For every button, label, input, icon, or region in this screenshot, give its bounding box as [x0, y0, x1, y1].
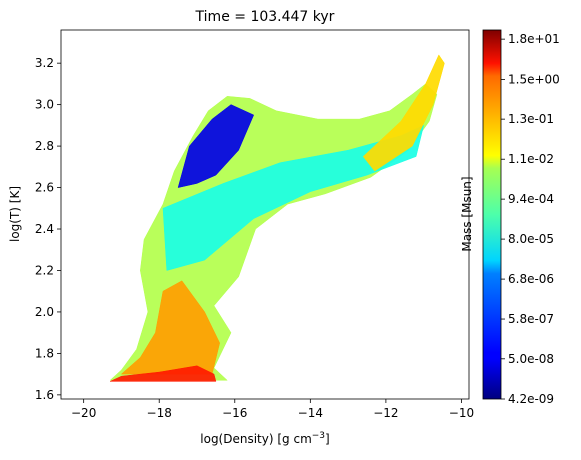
heatmap-region-cool-upper-left	[177, 104, 255, 188]
y-tick-label: 3.0	[35, 98, 54, 112]
colorbar	[482, 29, 502, 400]
colorbar-tick-label: 1.1e-02	[508, 152, 554, 166]
colorbar-tick-label: 5.0e-08	[508, 352, 554, 366]
chart-title: Time = 103.447 kyr	[195, 9, 335, 25]
x-tick-label: −16	[222, 406, 247, 420]
x-tick-label: −18	[147, 406, 172, 420]
colorbar-ticks: 4.2e-09 5.0e-08 5.8e-07 6.8e-06 8.0e-05 9.4e-…	[501, 32, 560, 406]
heatmap-region-hot-tail	[362, 54, 445, 172]
heatmap-region-yellow-lower	[120, 280, 220, 375]
x-tick-label: −12	[373, 406, 398, 420]
heatmap-region-orange-base	[109, 365, 217, 382]
y-tick-label: 2.8	[35, 139, 54, 153]
y-axis: 1.6 1.8 2.0 2.2 2.4 2.6 2.8 3.0 3.2	[35, 56, 61, 402]
colorbar-tick-label: 8.0e-05	[508, 232, 554, 246]
colorbar-tick-label: 1.5e+00	[508, 72, 560, 86]
x-tick-label: −10	[449, 406, 474, 420]
y-tick-label: 2.0	[35, 305, 54, 319]
colorbar-tick-label: 1.8e+01	[508, 32, 560, 46]
y-axis-label: log(T) [K]	[8, 186, 22, 242]
y-tick-label: 2.4	[35, 222, 54, 236]
colorbar-tick-label: 5.8e-07	[508, 312, 554, 326]
colorbar-tick-label: 4.2e-09	[508, 392, 554, 406]
x-axis-label: log(Density) [g cm−3]	[200, 431, 329, 446]
x-axis: −20 −18 −16 −14 −12 −10	[71, 399, 474, 420]
y-tick-label: 2.6	[35, 181, 54, 195]
colorbar-tick-label: 6.8e-06	[508, 272, 554, 286]
colorbar-label: Mass [Msun]	[460, 176, 474, 251]
colorbar-tick-label: 9.4e-04	[508, 192, 554, 206]
plot-frame	[60, 29, 470, 400]
colorbar-tick-label: 1.3e-01	[508, 112, 554, 126]
y-tick-label: 3.2	[35, 56, 54, 70]
x-axis-label-superscript: −3	[312, 431, 325, 441]
y-tick-label: 1.8	[35, 346, 54, 360]
x-tick-label: −14	[298, 406, 323, 420]
plot-area	[109, 54, 445, 382]
y-tick-label: 1.6	[35, 388, 54, 402]
heatmap-region-cyan-band	[162, 124, 425, 271]
x-tick-label: −20	[71, 406, 96, 420]
y-tick-label: 2.2	[35, 263, 54, 277]
